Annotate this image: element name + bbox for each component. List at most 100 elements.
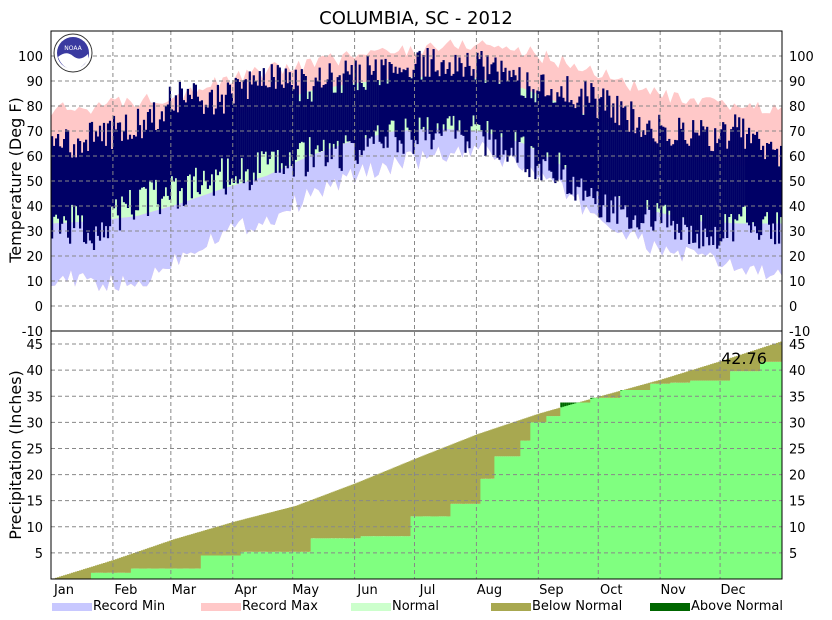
observed-temp-bar (666, 141, 669, 228)
observed-temp-bar (204, 104, 207, 182)
below-normal-segment (472, 435, 475, 504)
observed-temp-bar (776, 148, 779, 213)
observed-precip-column (148, 568, 152, 579)
observed-precip-column (294, 551, 298, 579)
observed-temp-bar (65, 129, 68, 221)
below-normal-segment (180, 537, 184, 569)
observed-precip-column (172, 568, 176, 579)
below-normal-segment (626, 388, 629, 390)
observed-precip-column (694, 380, 697, 579)
observed-temp-bar (184, 102, 187, 205)
below-normal-segment (236, 520, 240, 556)
observed-temp-bar (612, 103, 615, 214)
observed-precip-column (448, 516, 451, 579)
below-normal-segment (408, 461, 411, 537)
observed-precip-column (274, 551, 278, 579)
below-normal-segment (100, 563, 104, 573)
below-normal-segment (714, 362, 717, 381)
observed-temp-bar (620, 101, 623, 210)
below-normal-segment (682, 372, 685, 383)
observed-precip-column (464, 503, 467, 579)
observed-precip-column (574, 402, 577, 579)
observed-precip-column (518, 456, 521, 579)
below-normal-segment (460, 440, 463, 504)
observed-temp-bar (164, 105, 167, 188)
observed-temp-bar (376, 80, 379, 126)
observed-temp-bar (198, 101, 201, 195)
observed-precip-column (338, 538, 342, 579)
observed-temp-bar (420, 79, 423, 130)
observed-precip-column (628, 390, 631, 579)
below-normal-segment (432, 451, 435, 517)
observed-precip-column (244, 551, 248, 579)
observed-temp-bar (630, 101, 633, 229)
below-normal-segment (774, 343, 777, 362)
observed-precip-column (726, 380, 729, 579)
observed-temp-bar (702, 126, 705, 247)
observed-temp-bar (180, 88, 183, 189)
precip-tick-left: 35 (26, 390, 43, 405)
observed-temp-bar (432, 49, 435, 140)
observed-precip-column (646, 390, 649, 579)
below-normal-segment (586, 399, 589, 403)
observed-temp-bar (562, 97, 565, 170)
below-normal-segment (96, 564, 100, 573)
below-normal-segment (602, 395, 605, 398)
observed-temp-bar (410, 78, 413, 140)
observed-precip-column (150, 568, 154, 579)
below-normal-segment (530, 416, 533, 423)
below-normal-segment (260, 514, 264, 552)
above-normal-segment (570, 402, 573, 405)
observed-temp-bar (566, 76, 569, 194)
observed-temp-bar (246, 99, 249, 170)
observed-precip-column (660, 383, 663, 579)
below-normal-segment (176, 538, 180, 569)
below-normal-segment (290, 506, 294, 552)
observed-temp-bar (712, 151, 715, 245)
below-normal-segment (82, 569, 86, 579)
below-normal-segment (208, 528, 212, 556)
below-normal-segment (224, 524, 228, 556)
below-normal-segment (528, 416, 531, 441)
observed-temp-bar (600, 97, 603, 218)
axes: -10 -10 0 0 10 10 20 20 30 30 40 40 50 50 60 60 70 70 80 80… (18, 30, 814, 598)
observed-temp-bar (698, 135, 701, 249)
below-normal-segment (476, 434, 479, 504)
observed-precip-column (690, 380, 693, 579)
observed-precip-column (668, 383, 671, 579)
below-normal-segment (444, 446, 447, 517)
observed-precip-column (440, 516, 443, 579)
observed-precip-column (220, 555, 224, 579)
observed-precip-column (704, 380, 707, 579)
observed-precip-column (154, 568, 158, 579)
observed-temp-bar (168, 86, 171, 200)
observed-temp-bar (438, 76, 441, 134)
below-normal-segment (138, 551, 142, 569)
noaa-logo: NOAA (53, 33, 93, 73)
observed-precip-column (676, 382, 679, 579)
below-normal-segment (760, 348, 763, 362)
observed-precip-column (252, 551, 256, 579)
observed-precip-column (550, 416, 553, 579)
observed-temp-bar (190, 99, 193, 199)
below-normal-segment (490, 429, 493, 479)
observed-precip-column (384, 536, 387, 579)
precip-total-label: 42.76 (721, 349, 767, 368)
observed-precip-column (508, 456, 511, 579)
observed-temp-bar (350, 65, 353, 143)
observed-temp-bar (530, 98, 533, 147)
observed-precip-column (354, 538, 357, 579)
observed-temp-bar (342, 73, 345, 144)
precip-tick-right: 25 (789, 442, 806, 457)
below-normal-segment (152, 546, 156, 569)
observed-precip-column (566, 402, 569, 579)
observed-temp-bar (268, 87, 271, 159)
observed-temp-bar (604, 110, 607, 195)
observed-temp-bar (670, 145, 673, 226)
below-normal-segment (270, 512, 274, 552)
below-normal-segment (292, 506, 296, 552)
below-normal-segment (58, 576, 62, 579)
below-normal-segment (412, 459, 415, 517)
observed-temp-bar (244, 79, 247, 172)
